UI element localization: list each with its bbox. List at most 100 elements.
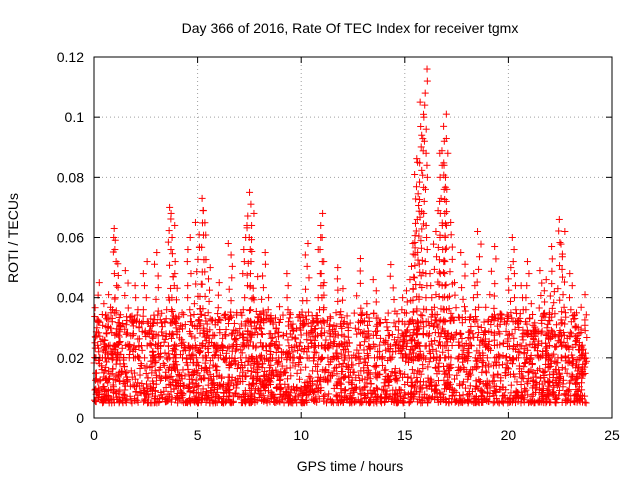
- data-point-band: [464, 373, 472, 381]
- data-point: [317, 330, 325, 338]
- x-tick-label: 10: [293, 427, 309, 443]
- data-point-band: [508, 314, 516, 322]
- data-point: [459, 295, 467, 303]
- data-point: [564, 342, 572, 350]
- data-point: [457, 249, 465, 257]
- data-point-band: [192, 376, 200, 384]
- data-point-band: [223, 388, 231, 396]
- data-point-band: [284, 336, 292, 344]
- data-point-band: [376, 348, 384, 356]
- data-point-band: [554, 337, 562, 345]
- data-point-band: [544, 377, 552, 385]
- data-point: [297, 354, 305, 362]
- data-point-band: [529, 378, 537, 386]
- data-point: [173, 296, 181, 304]
- data-point-band: [555, 386, 563, 394]
- data-point: [454, 354, 462, 362]
- data-point-band: [439, 362, 447, 370]
- data-point-band: [118, 344, 126, 352]
- data-point-band: [316, 387, 324, 395]
- data-point: [129, 330, 137, 338]
- data-point-band: [526, 315, 534, 323]
- data-point-band: [454, 355, 462, 363]
- data-point: [555, 227, 563, 235]
- data-point-band: [350, 388, 358, 396]
- data-point: [199, 342, 207, 350]
- data-point: [556, 296, 564, 304]
- data-point-band: [403, 326, 411, 334]
- data-point-band: [278, 393, 286, 401]
- data-point-band: [416, 388, 424, 396]
- data-point: [415, 293, 423, 301]
- data-point: [546, 317, 554, 325]
- data-point-band: [296, 375, 304, 383]
- data-point: [191, 218, 199, 226]
- data-point: [551, 310, 559, 318]
- data-point: [460, 354, 468, 362]
- data-point: [441, 173, 449, 181]
- data-point: [514, 354, 522, 362]
- data-point-band: [162, 383, 170, 391]
- data-point-band: [482, 367, 490, 375]
- data-point-band: [287, 372, 295, 380]
- data-point: [356, 267, 364, 275]
- data-point-band: [234, 361, 242, 369]
- data-point: [405, 320, 413, 328]
- data-point: [409, 285, 417, 293]
- data-point-band: [153, 395, 161, 403]
- data-point: [99, 321, 107, 329]
- data-point-band: [249, 355, 257, 363]
- data-point-band: [433, 370, 441, 378]
- data-point: [169, 331, 177, 339]
- data-point-band: [352, 397, 360, 405]
- data-point-band: [489, 313, 497, 321]
- data-point-band: [444, 346, 452, 354]
- data-point: [411, 262, 419, 270]
- data-point-band: [428, 393, 436, 401]
- data-point-band: [365, 398, 373, 406]
- data-point: [244, 212, 252, 220]
- data-point: [100, 300, 108, 308]
- data-point-band: [342, 386, 350, 394]
- data-point-band: [312, 393, 320, 401]
- data-point-band: [464, 399, 472, 407]
- data-point: [525, 270, 533, 278]
- data-point: [442, 220, 450, 228]
- data-point: [110, 309, 118, 317]
- data-point: [391, 307, 399, 315]
- data-point: [529, 311, 537, 319]
- data-point-band: [535, 337, 543, 345]
- data-point-band: [372, 384, 380, 392]
- data-point: [422, 149, 430, 157]
- data-point: [551, 343, 559, 351]
- data-point: [548, 280, 556, 288]
- data-point-band: [234, 392, 242, 400]
- y-axis-label: ROTI / TECUs: [5, 193, 21, 283]
- data-point-band: [426, 382, 434, 390]
- data-point-band: [401, 381, 409, 389]
- data-point: [558, 308, 566, 316]
- data-point-band: [166, 364, 174, 372]
- data-point-band: [528, 392, 536, 400]
- data-point-band: [524, 391, 532, 399]
- data-point-band: [447, 361, 455, 369]
- data-point-band: [538, 380, 546, 388]
- data-point: [422, 221, 430, 229]
- data-point-band: [401, 391, 409, 399]
- data-point: [276, 315, 284, 323]
- data-point: [372, 298, 380, 306]
- data-point: [224, 240, 232, 248]
- data-point-band: [149, 319, 157, 327]
- data-point: [443, 185, 451, 193]
- data-point-band: [485, 337, 493, 345]
- data-point: [108, 318, 116, 326]
- data-point-band: [455, 399, 463, 407]
- data-point: [298, 308, 306, 316]
- data-point: [214, 354, 222, 362]
- data-point: [423, 77, 431, 85]
- data-point-band: [394, 326, 402, 334]
- data-point-band: [550, 350, 558, 358]
- data-point-band: [225, 381, 233, 389]
- data-point-band: [231, 354, 239, 362]
- data-point: [556, 239, 564, 247]
